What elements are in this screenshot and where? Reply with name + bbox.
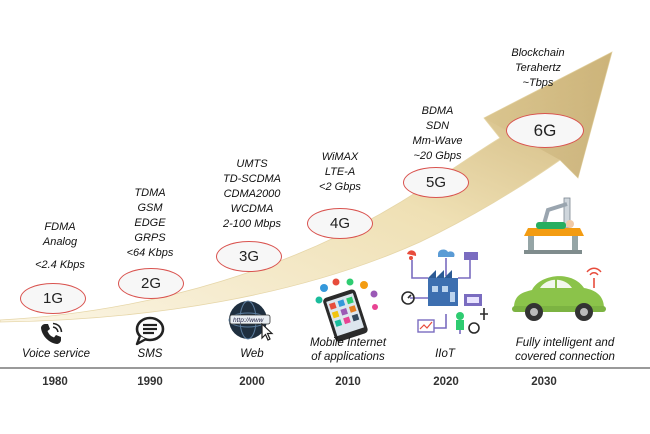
tech-item: SDN bbox=[425, 120, 450, 132]
year-label: 1990 bbox=[137, 376, 163, 388]
timeline-axis bbox=[0, 367, 650, 369]
tech-item: 2-100 Mbps bbox=[222, 218, 282, 230]
year-label: 2000 bbox=[239, 376, 265, 388]
tech-item: UMTS bbox=[236, 158, 268, 170]
svg-text:http://www: http://www bbox=[233, 317, 265, 324]
tech-item: LTE-A bbox=[324, 166, 356, 178]
tech-item: TD-SCDMA bbox=[222, 173, 282, 185]
generation-4g: 4G bbox=[307, 208, 373, 239]
web-globe-icon: http://www bbox=[228, 300, 274, 341]
generation-3g: 3G bbox=[216, 241, 282, 272]
tech-list-6g: Blockchain Terahertz ~Tbps bbox=[498, 46, 578, 91]
caption-line: Voice service bbox=[22, 348, 90, 360]
caption-line: Mobile Internet bbox=[309, 337, 387, 349]
caption-4g: Mobile Internet of applications bbox=[298, 336, 398, 364]
tech-list-1g: FDMA Analog <2.4 Kbps bbox=[25, 220, 95, 273]
tech-list-5g: BDMA SDN Mm-Wave ~20 Gbps bbox=[400, 104, 475, 164]
tech-item: Mm-Wave bbox=[412, 135, 463, 147]
generation-label: 1G bbox=[42, 290, 63, 307]
tech-item: TDMA bbox=[134, 187, 166, 199]
tech-item: CDMA2000 bbox=[223, 188, 281, 200]
year-label: 2010 bbox=[335, 376, 361, 388]
year-label: 1980 bbox=[42, 376, 68, 388]
tech-item: <2 Gbps bbox=[319, 181, 361, 193]
tech-item: FDMA bbox=[44, 221, 76, 233]
caption-2g: SMS bbox=[120, 347, 180, 361]
tech-item: Terahertz bbox=[514, 62, 562, 74]
caption-line: of applications bbox=[311, 351, 385, 363]
tech-item: WCDMA bbox=[230, 203, 274, 215]
generation-2g: 2G bbox=[118, 268, 184, 299]
generation-label: 2G bbox=[140, 275, 161, 292]
tech-item: Analog bbox=[42, 236, 78, 248]
caption-line: IIoT bbox=[435, 348, 455, 360]
generation-label: 5G bbox=[425, 174, 446, 191]
tech-item: <2.4 Kbps bbox=[35, 259, 85, 271]
tech-item: EDGE bbox=[134, 217, 166, 229]
tech-list-3g: UMTS TD-SCDMA CDMA2000 WCDMA 2-100 Mbps bbox=[212, 157, 292, 232]
tech-item: ~Tbps bbox=[522, 77, 554, 89]
smartphone-apps-icon bbox=[315, 278, 378, 342]
generation-label: 3G bbox=[238, 248, 259, 265]
iiot-network-icon bbox=[401, 249, 488, 334]
tech-item: <64 Kbps bbox=[126, 247, 174, 259]
phone-icon bbox=[41, 322, 63, 344]
generation-label: 6G bbox=[533, 120, 557, 140]
tech-item: GRPS bbox=[134, 232, 166, 244]
caption-1g: Voice service bbox=[4, 347, 108, 361]
tech-item bbox=[25, 250, 95, 258]
caption-3g: Web bbox=[222, 347, 282, 361]
caption-line: Fully intelligent and bbox=[515, 337, 615, 349]
tech-item: WiMAX bbox=[321, 151, 359, 163]
year-label: 2020 bbox=[433, 376, 459, 388]
tech-item: ~20 Gbps bbox=[413, 150, 462, 162]
caption-line: SMS bbox=[137, 348, 163, 360]
generation-1g: 1G bbox=[20, 283, 86, 314]
generation-6g: 6G bbox=[506, 113, 584, 148]
tech-item: BDMA bbox=[421, 105, 454, 117]
generation-label: 4G bbox=[329, 215, 350, 232]
caption-line: covered connection bbox=[515, 351, 615, 363]
tech-list-2g: TDMA GSM EDGE GRPS <64 Kbps bbox=[115, 186, 185, 261]
surgical-robot-icon bbox=[524, 197, 584, 254]
caption-5g: IIoT bbox=[420, 347, 470, 361]
tech-list-4g: WiMAX LTE-A <2 Gbps bbox=[305, 150, 375, 195]
caption-6g: Fully intelligent and covered connection bbox=[500, 336, 630, 364]
smart-car-icon bbox=[512, 267, 606, 321]
year-label: 2030 bbox=[531, 376, 557, 388]
generation-5g: 5G bbox=[403, 167, 469, 198]
sms-bubble-icon bbox=[135, 316, 165, 346]
caption-line: Web bbox=[240, 348, 264, 360]
tech-item: Blockchain bbox=[511, 47, 565, 59]
tech-item: GSM bbox=[137, 202, 163, 214]
